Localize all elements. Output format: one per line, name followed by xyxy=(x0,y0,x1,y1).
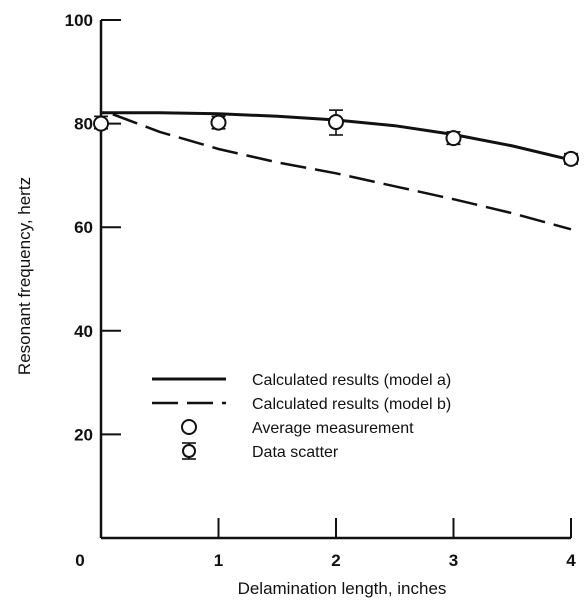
x-tick-labels: 0 1 2 3 4 xyxy=(75,551,576,570)
y-tick-label: 60 xyxy=(74,218,93,237)
series-layer xyxy=(93,109,579,231)
y-tick-label: 100 xyxy=(65,11,93,30)
data-point-marker xyxy=(210,114,227,131)
x-tick-label: 2 xyxy=(331,551,340,570)
legend-label: Calculated results (model a) xyxy=(252,372,451,389)
legend-label: Calculated results (model b) xyxy=(252,396,451,413)
x-tick-label: 3 xyxy=(449,551,458,570)
legend-item: Data scatter xyxy=(182,442,339,461)
y-tick-labels: 20 40 60 80 100 xyxy=(65,11,93,444)
legend-item: Average measurement xyxy=(181,419,414,437)
x-tick-label: 1 xyxy=(214,551,223,570)
legend-swatch-circle xyxy=(182,444,196,458)
y-tick-label: 20 xyxy=(74,425,93,444)
legend-label: Average measurement xyxy=(252,420,414,437)
data-point-marker xyxy=(563,150,579,167)
x-tick-label: 4 xyxy=(566,551,576,570)
y-tick-label: 80 xyxy=(74,115,93,134)
data-point-marker xyxy=(93,115,109,132)
y-tick-label: 40 xyxy=(74,322,93,341)
y-axis-title: Resonant frequency, hertz xyxy=(15,177,34,375)
legend-label: Data scatter xyxy=(252,444,339,461)
legend-item: Calculated results (model a) xyxy=(152,372,451,389)
legend: Calculated results (model a) Calculated r… xyxy=(152,372,451,461)
x-tick-label: 0 xyxy=(75,551,84,570)
series-line-model-b xyxy=(112,113,572,231)
data-point-marker xyxy=(328,114,344,131)
legend-swatch-circle xyxy=(181,419,197,435)
data-point-marker xyxy=(445,130,462,147)
legend-item: Calculated results (model b) xyxy=(152,396,451,413)
x-axis-title: Delamination length, inches xyxy=(238,579,447,598)
